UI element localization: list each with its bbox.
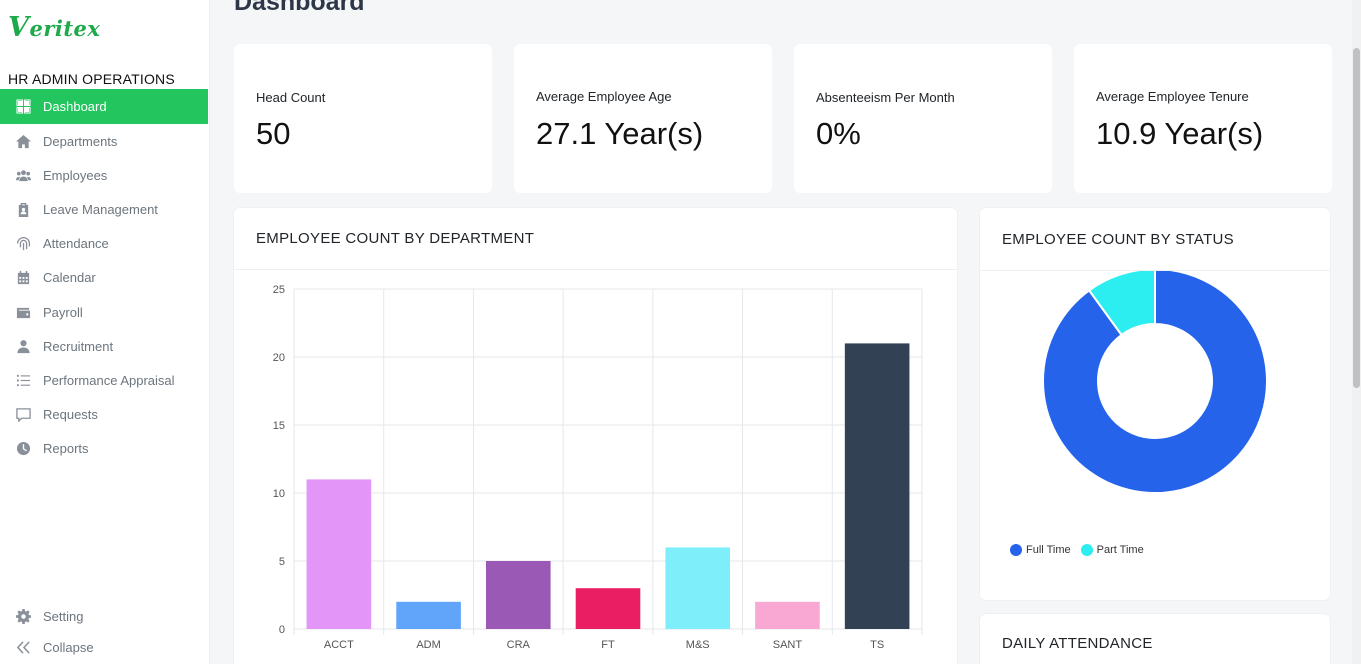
stat-label: Absenteeism Per Month <box>816 90 955 105</box>
sidebar-item-recruitment[interactable]: Recruitment <box>0 329 208 363</box>
daily-attendance-card: DAILY ATTENDANCE <box>980 614 1330 664</box>
stat-card-average-age: Average Employee Age 27.1 Year(s) <box>514 44 772 193</box>
sidebar: Veritex HR ADMIN OPERATIONS Dashboard Dep… <box>0 0 210 664</box>
logo[interactable]: Veritex <box>8 12 101 43</box>
user-icon <box>14 337 32 355</box>
stat-value: 27.1 Year(s) <box>536 116 704 151</box>
legend-label: Part Time <box>1096 544 1144 556</box>
legend-dot <box>1010 544 1022 556</box>
x-tick-label: ADM <box>416 639 440 651</box>
grid-icon <box>14 98 32 116</box>
sidebar-item-collapse[interactable]: Collapse <box>0 632 208 663</box>
x-tick-label: SANT <box>773 639 803 651</box>
page-title: Dashboard <box>234 0 365 16</box>
clipboard-icon <box>14 200 32 218</box>
legend-item[interactable]: Full Time <box>1010 544 1071 556</box>
calendar-icon <box>14 269 32 287</box>
card-title: EMPLOYEE COUNT BY STATUS <box>980 208 1330 271</box>
sidebar-item-label: Departments <box>43 133 118 149</box>
list-icon <box>14 371 32 389</box>
card-title: DAILY ATTENDANCE <box>1002 634 1153 652</box>
sidebar-item-performance-appraisal[interactable]: Performance Appraisal <box>0 363 208 397</box>
sidebar-item-label: Leave Management <box>43 201 158 217</box>
sidebar-item-label: Collapse <box>43 640 94 655</box>
clock-icon <box>14 440 32 458</box>
sidebar-item-employees[interactable]: Employees <box>0 158 208 192</box>
y-tick-label: 25 <box>273 284 285 296</box>
scrollbar-thumb[interactable] <box>1353 48 1360 388</box>
slice-part-time <box>1087 271 1156 337</box>
wallet-icon <box>14 303 32 321</box>
sidebar-item-label: Employees <box>43 167 108 183</box>
sidebar-item-label: Calendar <box>43 270 96 286</box>
logo-text: eritex <box>29 16 101 41</box>
sidebar-item-setting[interactable]: Setting <box>0 601 208 632</box>
chart-legend: Full Time Part Time <box>1010 544 1144 556</box>
sidebar-item-reports[interactable]: Reports <box>0 432 208 466</box>
legend-dot <box>1080 544 1093 556</box>
sidebar-item-label: Performance Appraisal <box>43 372 175 388</box>
home-icon <box>14 132 32 150</box>
sidebar-item-label: Recruitment <box>43 338 114 354</box>
sidebar-item-label: Requests <box>43 407 98 423</box>
status-chart-card: EMPLOYEE COUNT BY STATUS Full Time Part T… <box>980 208 1330 600</box>
bar-cra <box>485 561 551 629</box>
sidebar-item-leave-management[interactable]: Leave Management <box>0 192 208 226</box>
stat-label: Average Employee Age <box>536 89 672 104</box>
sidebar-bottom-nav: Setting Collapse <box>0 601 208 663</box>
sidebar-item-label: Attendance <box>43 236 109 252</box>
sidebar-item-label: Payroll <box>43 304 83 320</box>
stat-value: 50 <box>256 116 291 151</box>
sidebar-item-label: Reports <box>43 441 89 457</box>
bar-acct <box>306 479 372 629</box>
card-title: EMPLOYEE COUNT BY DEPARTMENT <box>234 208 957 270</box>
fingerprint-icon <box>14 235 32 253</box>
sidebar-item-calendar[interactable]: Calendar <box>0 261 208 295</box>
stat-card-average-tenure: Average Employee Tenure 10.9 Year(s) <box>1074 44 1332 193</box>
chat-icon <box>14 406 32 424</box>
stat-card-absenteeism: Absenteeism Per Month 0% <box>794 44 1052 193</box>
legend-label: Full Time <box>1026 544 1071 556</box>
x-tick-label: TS <box>870 639 884 651</box>
x-tick-label: FT <box>601 639 615 651</box>
slice-full-time <box>1042 271 1268 494</box>
users-icon <box>14 166 32 184</box>
sidebar-nav: Dashboard Departments Employees Leave Manag… <box>0 89 208 466</box>
stat-label: Average Employee Tenure <box>1096 89 1249 104</box>
y-tick-label: 0 <box>279 624 285 636</box>
double-chevron-left-icon <box>14 639 32 657</box>
bar-adm <box>396 601 461 629</box>
section-title: HR ADMIN OPERATIONS <box>8 71 175 87</box>
status-donut-chart <box>1042 271 1268 494</box>
y-tick-label: 20 <box>273 352 285 364</box>
legend-item[interactable]: Part Time <box>1080 544 1144 556</box>
stat-value: 0% <box>816 116 861 151</box>
sidebar-item-payroll[interactable]: Payroll <box>0 295 208 329</box>
bar-sant <box>755 601 820 629</box>
bar-ft <box>575 588 641 629</box>
sidebar-item-departments[interactable]: Departments <box>0 124 208 158</box>
sidebar-item-label: Setting <box>43 609 84 624</box>
sidebar-item-requests[interactable]: Requests <box>0 398 208 432</box>
gear-icon <box>14 608 32 626</box>
stat-label: Head Count <box>256 90 326 105</box>
sidebar-item-dashboard[interactable]: Dashboard <box>0 89 208 124</box>
sidebar-item-attendance[interactable]: Attendance <box>0 227 208 261</box>
sidebar-item-label: Dashboard <box>43 99 107 114</box>
x-tick-label: ACCT <box>324 639 354 651</box>
bar-ts <box>844 343 910 629</box>
y-tick-label: 15 <box>273 420 285 432</box>
scrollbar[interactable] <box>1352 0 1361 664</box>
y-tick-label: 5 <box>279 556 285 568</box>
x-tick-label: M&S <box>686 639 710 651</box>
department-chart-card: EMPLOYEE COUNT BY DEPARTMENT 0 5 10 15 20 25 A… <box>234 208 957 664</box>
x-tick-label: CRA <box>507 639 531 651</box>
stat-card-head-count: Head Count 50 <box>234 44 492 193</box>
department-bar-chart: 0 5 10 15 20 25 ACCT ADM CRA FT M&S SANT TS <box>273 284 923 651</box>
bar-m-s <box>665 547 731 629</box>
stat-value: 10.9 Year(s) <box>1096 116 1264 151</box>
y-tick-label: 10 <box>273 488 285 500</box>
